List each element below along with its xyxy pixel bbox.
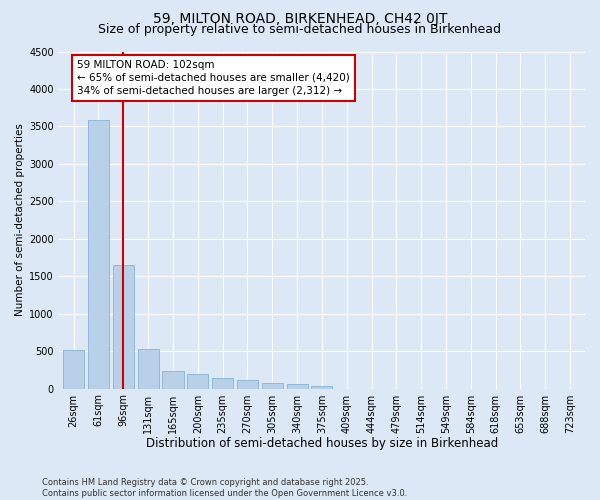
Text: 59, MILTON ROAD, BIRKENHEAD, CH42 0JT: 59, MILTON ROAD, BIRKENHEAD, CH42 0JT [153,12,447,26]
Bar [237,380,258,388]
Text: Size of property relative to semi-detached houses in Birkenhead: Size of property relative to semi-detach… [98,22,502,36]
Text: 59 MILTON ROAD: 102sqm
← 65% of semi-detached houses are smaller (4,420)
34% of : 59 MILTON ROAD: 102sqm ← 65% of semi-det… [77,60,350,96]
Bar [137,349,158,389]
Bar [63,350,84,389]
Bar [113,265,134,388]
Bar [262,383,283,388]
Bar [287,384,308,388]
Text: Contains HM Land Registry data © Crown copyright and database right 2025.
Contai: Contains HM Land Registry data © Crown c… [42,478,407,498]
Bar [311,386,332,388]
Bar [88,120,109,388]
Bar [163,370,184,388]
Bar [212,378,233,388]
Bar [187,374,208,388]
X-axis label: Distribution of semi-detached houses by size in Birkenhead: Distribution of semi-detached houses by … [146,437,498,450]
Y-axis label: Number of semi-detached properties: Number of semi-detached properties [15,124,25,316]
